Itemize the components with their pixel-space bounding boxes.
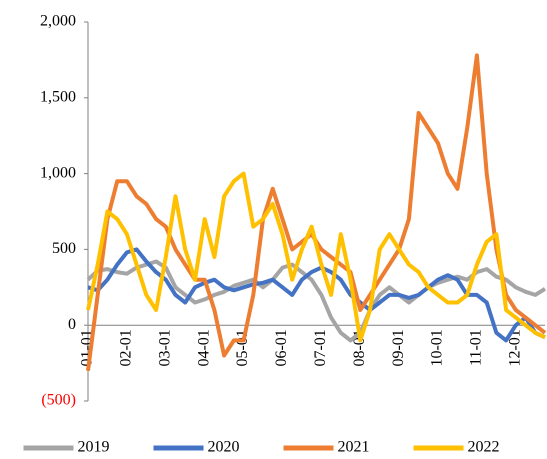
x-tick-label: 11-01 xyxy=(468,329,485,366)
x-tick-label: 09-01 xyxy=(390,329,407,366)
legend-label: 2019 xyxy=(78,439,110,456)
x-tick-label: 03-01 xyxy=(156,329,173,366)
y-tick-label: 1,000 xyxy=(40,164,76,181)
x-tick-label: 05-01 xyxy=(234,329,251,366)
y-tick-label: 0 xyxy=(68,316,76,333)
x-tick-label: 02-01 xyxy=(118,329,135,366)
y-tick-label: (500) xyxy=(41,392,76,409)
x-tick-label: 04-01 xyxy=(195,329,212,366)
y-tick-label: 1,500 xyxy=(40,88,76,105)
x-tick-label: 06-01 xyxy=(273,329,290,366)
y-tick-label: 500 xyxy=(52,240,76,257)
y-tick-label: 2,000 xyxy=(40,13,76,30)
series-line xyxy=(86,53,547,371)
x-tick-label: 07-01 xyxy=(312,329,329,366)
x-tick-label: 10-01 xyxy=(429,329,446,366)
legend-label: 2020 xyxy=(208,439,240,456)
x-tick-label: 12-01 xyxy=(507,329,524,366)
legend-label: 2022 xyxy=(468,439,500,456)
series-line xyxy=(86,171,546,343)
legend-label: 2021 xyxy=(338,439,370,456)
